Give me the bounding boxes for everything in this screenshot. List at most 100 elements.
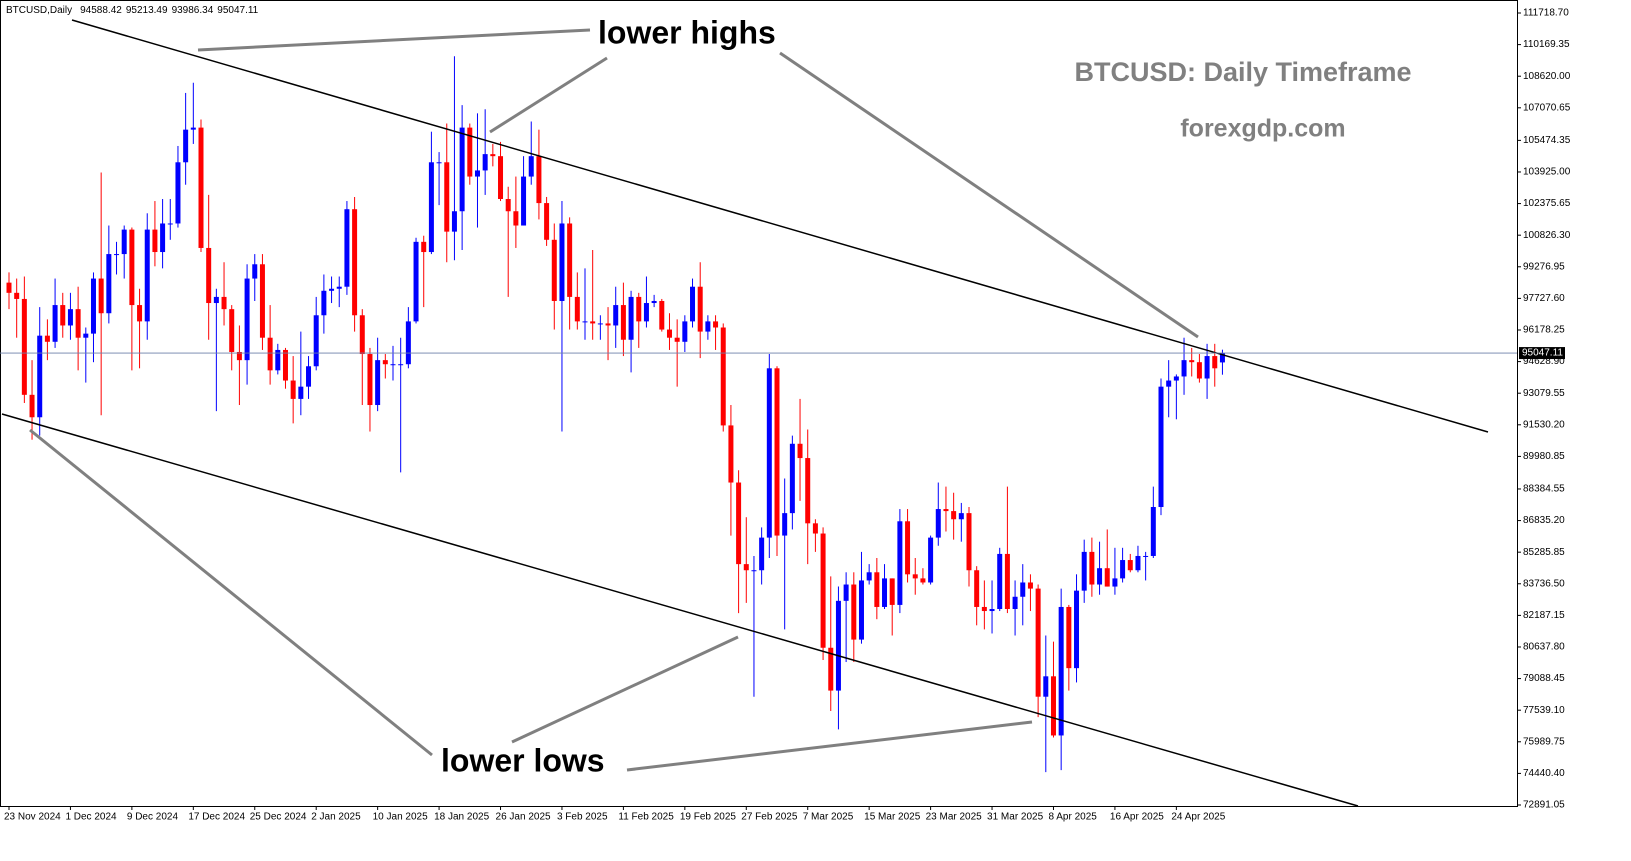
- candle-body: [244, 278, 250, 361]
- price-label-box: [1519, 347, 1565, 360]
- symbol: BTCUSD,Daily: [6, 5, 72, 16]
- candle-body: [620, 305, 626, 340]
- candle-body: [1120, 560, 1126, 579]
- upper-trendline: [71, 19, 1489, 433]
- candle-body: [705, 321, 711, 332]
- y-tick-label: 97727.60: [1523, 293, 1565, 304]
- candle-body: [1196, 362, 1202, 379]
- candle-body: [106, 254, 112, 314]
- candle-body: [1166, 380, 1172, 387]
- x-tick-label: 3 Feb 2025: [557, 812, 608, 823]
- candle-body: [951, 511, 957, 520]
- x-tick-label: 8 Apr 2025: [1048, 812, 1097, 823]
- candle-body: [1020, 582, 1026, 597]
- candle-body: [789, 443, 795, 514]
- candle-body: [981, 606, 987, 612]
- candle-body: [98, 278, 104, 314]
- candle-body: [636, 296, 642, 322]
- candle-body: [1004, 553, 1010, 609]
- candle-body: [736, 482, 742, 565]
- candle-body: [544, 203, 550, 240]
- candle-body: [958, 513, 964, 520]
- candle-body: [375, 360, 381, 406]
- candle-body: [451, 211, 457, 232]
- x-tick-label: 9 Dec 2024: [127, 812, 179, 823]
- y-tick-label: 110169.35: [1523, 39, 1570, 50]
- candle-body: [175, 162, 181, 224]
- candle-body: [490, 154, 496, 157]
- candle-body: [1035, 588, 1041, 697]
- header-open: 94588.42: [80, 5, 122, 16]
- candle-body: [1074, 590, 1080, 669]
- header-high: 95213.49: [126, 5, 168, 16]
- candle-body: [436, 162, 442, 164]
- y-tick-label: 83736.50: [1523, 578, 1565, 589]
- x-tick-label: 16 Apr 2025: [1110, 812, 1164, 823]
- y-tick-label: 72891.05: [1523, 800, 1565, 811]
- candle-body: [551, 239, 557, 301]
- candle-body: [743, 564, 749, 571]
- candle-body: [467, 127, 473, 177]
- y-tick-label: 80637.80: [1523, 642, 1565, 653]
- candle-body: [498, 156, 504, 200]
- candle-body: [1058, 606, 1064, 736]
- y-tick-label: 74440.40: [1523, 768, 1565, 779]
- candle-body: [83, 333, 89, 338]
- candle-body: [797, 443, 803, 459]
- x-tick-label: 23 Nov 2024: [4, 812, 61, 823]
- x-tick-label: 7 Mar 2025: [803, 812, 854, 823]
- y-tick-label: 91530.20: [1523, 419, 1565, 430]
- y-tick-label: 105474.35: [1523, 135, 1571, 146]
- candle-body: [137, 305, 143, 322]
- candle-body: [597, 323, 603, 325]
- candle-body: [75, 309, 81, 338]
- candle-body: [805, 458, 811, 524]
- candle-body: [413, 241, 419, 322]
- candle-body: [582, 321, 588, 323]
- candle-body: [690, 286, 696, 322]
- y-tick-label: 82187.15: [1523, 610, 1565, 621]
- candle-body: [252, 264, 258, 279]
- candle-body: [1097, 568, 1103, 585]
- candle-body: [1012, 596, 1018, 609]
- candle-body: [52, 305, 58, 342]
- candle-body: [298, 386, 304, 399]
- candle-body: [766, 368, 772, 538]
- candle-body: [267, 337, 273, 371]
- candle-body: [1127, 560, 1133, 571]
- x-tick-label: 19 Feb 2025: [680, 812, 737, 823]
- candle-body: [567, 223, 573, 297]
- candle-body: [206, 247, 212, 304]
- y-tick-label: 79088.45: [1523, 673, 1565, 684]
- chart-title: BTCUSD: Daily Timeframe: [1074, 57, 1411, 87]
- candle-body: [306, 366, 312, 387]
- candle-body: [935, 509, 941, 538]
- candle-body: [574, 296, 580, 322]
- candle-body: [21, 298, 27, 395]
- x-tick-label: 17 Dec 2024: [188, 812, 245, 823]
- candle-body: [782, 513, 788, 536]
- candle-body: [521, 176, 527, 226]
- candle-body: [1089, 551, 1095, 585]
- candles: [6, 56, 1225, 773]
- candle-body: [160, 223, 166, 253]
- candle-body: [359, 315, 365, 355]
- candle-body: [444, 162, 450, 232]
- candle-body: [513, 211, 519, 226]
- candle-body: [1150, 507, 1156, 556]
- candle-body: [812, 523, 818, 534]
- candle-body: [183, 129, 189, 163]
- candle-body: [1027, 582, 1033, 589]
- candle-body: [666, 329, 672, 338]
- y-tick-label: 85285.85: [1523, 547, 1565, 558]
- candle-body: [1189, 360, 1195, 363]
- candle-body: [628, 296, 634, 340]
- candle-body: [974, 570, 980, 607]
- candle-body: [559, 223, 565, 301]
- candle-body: [259, 264, 265, 338]
- candle-body: [659, 300, 665, 330]
- candle-body: [536, 156, 542, 204]
- y-tick-label: 89980.85: [1523, 451, 1565, 462]
- candle-body: [1135, 555, 1141, 571]
- candle-body: [1043, 676, 1049, 697]
